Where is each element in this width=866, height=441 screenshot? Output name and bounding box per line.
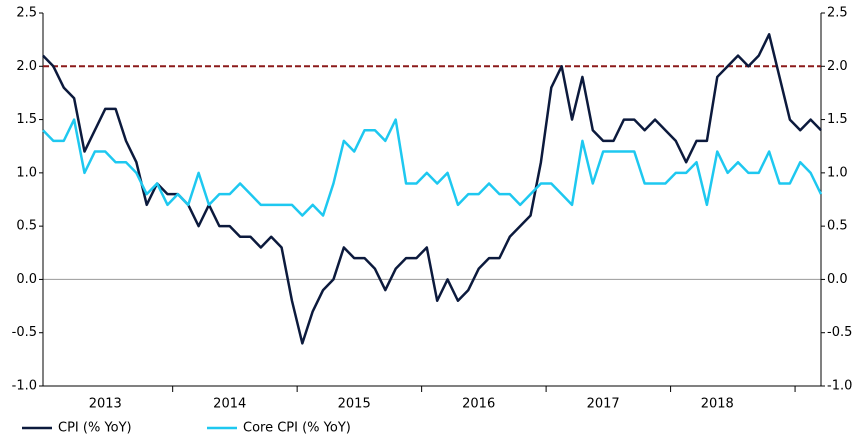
x-tick-label: 2018 xyxy=(701,397,734,412)
y2-tick-label: 0.5 xyxy=(827,219,848,234)
y-tick-label: 2.5 xyxy=(16,6,37,21)
x-tick-label: 2013 xyxy=(89,397,122,412)
y-tick-label: 2.0 xyxy=(16,59,37,74)
x-tick-label: 2017 xyxy=(587,397,620,412)
series-line xyxy=(42,33,822,345)
y-tick-label: 1.5 xyxy=(16,112,37,127)
x-tick-label: 2014 xyxy=(213,397,246,412)
y2-tick-label: 2.0 xyxy=(827,59,848,74)
y-tick-label: 0.5 xyxy=(16,219,37,234)
y2-tick-label: -0.5 xyxy=(827,325,852,340)
x-tick-label: 2015 xyxy=(338,397,371,412)
y2-tick-label: 1.5 xyxy=(827,112,848,127)
legend-label: CPI (% YoY) xyxy=(58,421,132,436)
y2-tick-label: 2.5 xyxy=(827,6,848,21)
y2-tick-label: 1.0 xyxy=(827,165,848,180)
y-tick-label: 0.0 xyxy=(16,272,37,287)
series-line xyxy=(42,118,823,217)
y-tick-label: -1.0 xyxy=(12,379,37,394)
y2-tick-label: 0.0 xyxy=(827,272,848,287)
y2-tick-label: -1.0 xyxy=(827,379,852,394)
y-tick-label: -0.5 xyxy=(12,325,37,340)
x-tick-label: 2016 xyxy=(462,397,495,412)
y-tick-label: 1.0 xyxy=(16,165,37,180)
legend-label: Core CPI (% YoY) xyxy=(243,421,351,436)
